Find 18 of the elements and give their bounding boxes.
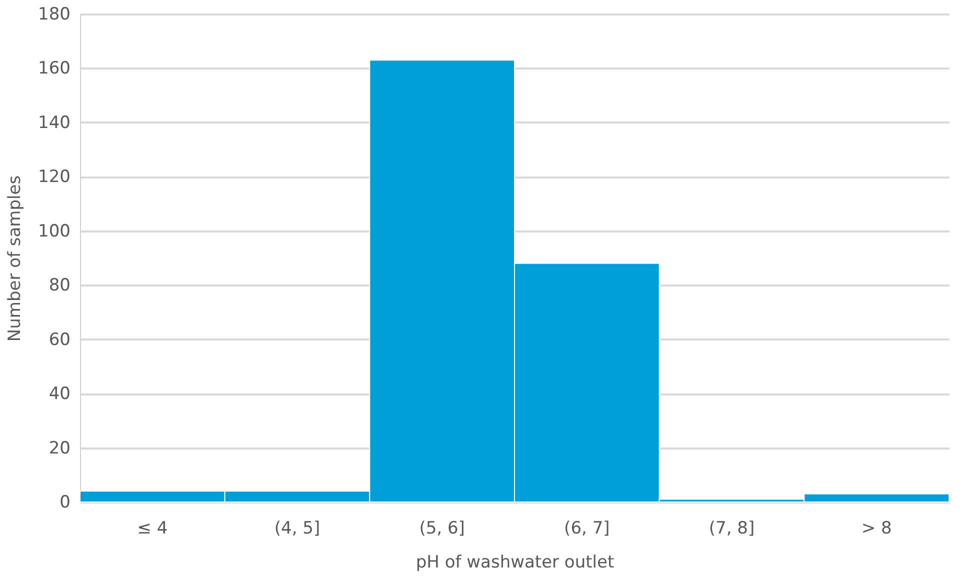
x-tick-label: > 8 bbox=[861, 518, 892, 538]
y-tick-label: 0 bbox=[60, 492, 70, 512]
y-tick-label: 80 bbox=[48, 276, 70, 296]
x-axis-title: pH of washwater outlet bbox=[416, 552, 614, 572]
y-tick-label: 40 bbox=[48, 384, 70, 404]
x-tick-label: (5, 6] bbox=[419, 518, 465, 538]
y-axis-title: Number of samples bbox=[5, 175, 26, 342]
x-tick-label: ≤ 4 bbox=[137, 518, 168, 538]
y-tick-label: 160 bbox=[38, 58, 70, 79]
x-tick-label: (6, 7] bbox=[564, 518, 610, 538]
y-tick-label: 100 bbox=[38, 221, 70, 242]
x-tick-label: (7, 8] bbox=[708, 518, 755, 538]
x-tick-label: (4, 5] bbox=[274, 518, 320, 538]
y-tick-label: 120 bbox=[38, 167, 70, 188]
y-tick-label: 140 bbox=[38, 112, 70, 133]
y-tick-label: 180 bbox=[38, 4, 70, 24]
y-tick-label: 60 bbox=[48, 330, 70, 350]
y-tick-label: 20 bbox=[48, 438, 70, 458]
